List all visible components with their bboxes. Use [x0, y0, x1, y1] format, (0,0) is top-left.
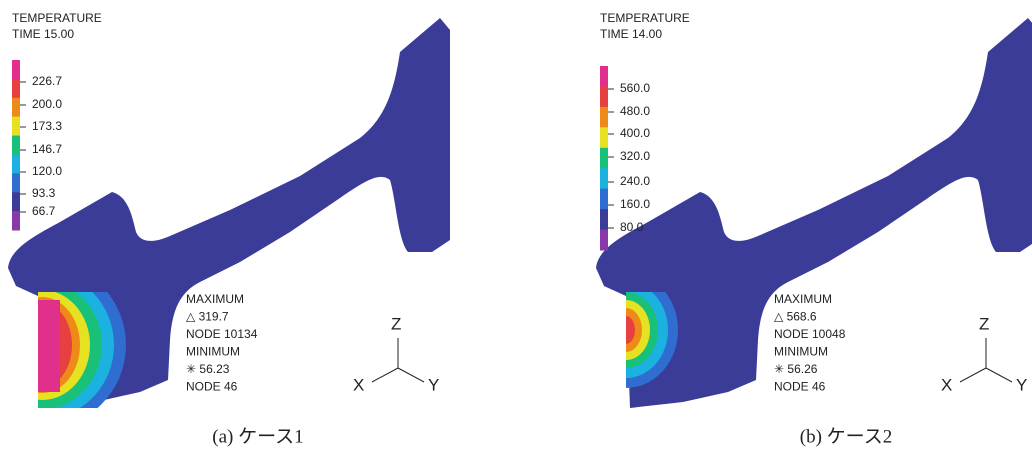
legend-label: 560.0	[620, 81, 650, 95]
legend-label: 160.0	[620, 197, 650, 211]
colorbar-segment	[600, 86, 608, 108]
colorbar-segment	[600, 188, 608, 210]
legend-label: 226.7	[32, 74, 62, 88]
colorbar-segment	[12, 116, 20, 137]
extrema-text: NODE 46	[186, 380, 238, 394]
axis-label: Y	[1016, 375, 1027, 394]
time: TIME 15.00	[12, 27, 74, 41]
extrema-text: MAXIMUM	[186, 292, 244, 306]
colorbar-segment	[600, 66, 608, 87]
legend-label: 66.7	[32, 204, 56, 218]
colorbar-segment	[12, 135, 20, 155]
colorbar-segment	[12, 60, 20, 80]
axis-x	[959, 367, 987, 383]
legend-label: 93.3	[32, 186, 56, 200]
extrema-text: NODE 10134	[186, 327, 258, 341]
extrema-text: ✳ 56.26	[774, 362, 818, 376]
extrema-text: MAXIMUM	[774, 292, 832, 306]
legend-label: 173.3	[32, 119, 62, 133]
colorbar-segment	[12, 192, 20, 212]
legend-label: 400.0	[620, 126, 650, 140]
caption: (a) ケース1	[212, 426, 303, 447]
colorbar-segment	[600, 147, 608, 169]
colorbar-segment	[600, 168, 608, 190]
colorbar-segment	[12, 97, 20, 118]
legend-label: 146.7	[32, 142, 62, 156]
extrema-text: ✳ 56.23	[186, 362, 230, 376]
axis-label: Y	[428, 375, 439, 394]
extrema-text: NODE 10048	[774, 327, 846, 341]
extrema-text: NODE 46	[774, 380, 826, 394]
panel-a	[8, 18, 450, 408]
legend-label: 240.0	[620, 174, 650, 188]
extrema-text: △ 319.7	[186, 310, 229, 324]
colorbar-segment	[600, 106, 608, 128]
time: TIME 14.00	[600, 27, 662, 41]
legend-label: 120.0	[32, 164, 62, 178]
legend-label: 320.0	[620, 149, 650, 163]
panel-b	[596, 18, 1032, 408]
colorbar-segment	[12, 211, 20, 231]
extrema-text: △ 568.6	[774, 310, 817, 324]
axis-y	[985, 367, 1013, 383]
title: TEMPERATURE	[12, 11, 102, 25]
colorbar-segment	[600, 127, 608, 149]
title: TEMPERATURE	[600, 11, 690, 25]
axis-label: Z	[979, 314, 989, 333]
colorbar-segment	[12, 154, 20, 174]
legend-label: 200.0	[32, 97, 62, 111]
extrema-text: MINIMUM	[774, 345, 828, 359]
legend-label: 80.0	[620, 220, 644, 234]
axis-x	[371, 367, 399, 383]
hot-zone	[626, 292, 678, 388]
colorbar-segment	[12, 78, 20, 99]
axis-y	[397, 367, 425, 383]
caption: (b) ケース2	[800, 426, 892, 447]
axis-label: Z	[391, 314, 401, 333]
colorbar-segment	[600, 209, 608, 231]
extrema-text: MINIMUM	[186, 345, 240, 359]
colorbar-segment	[600, 229, 608, 251]
hot-zone	[38, 292, 126, 408]
axis-label: X	[353, 375, 364, 394]
legend-label: 480.0	[620, 104, 650, 118]
axis-label: X	[941, 375, 952, 394]
colorbar-segment	[12, 173, 20, 193]
